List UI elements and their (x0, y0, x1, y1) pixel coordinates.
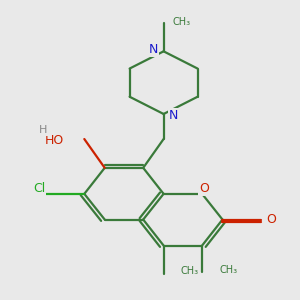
Text: Cl: Cl (33, 182, 45, 195)
Text: CH₃: CH₃ (181, 266, 199, 276)
Text: H: H (38, 124, 47, 135)
Text: CH₃: CH₃ (172, 16, 191, 27)
Text: N: N (149, 43, 158, 56)
Text: CH₃: CH₃ (219, 265, 237, 275)
Text: O: O (266, 213, 276, 226)
Text: N: N (169, 109, 178, 122)
Text: HO: HO (45, 134, 64, 147)
Text: O: O (200, 182, 209, 195)
